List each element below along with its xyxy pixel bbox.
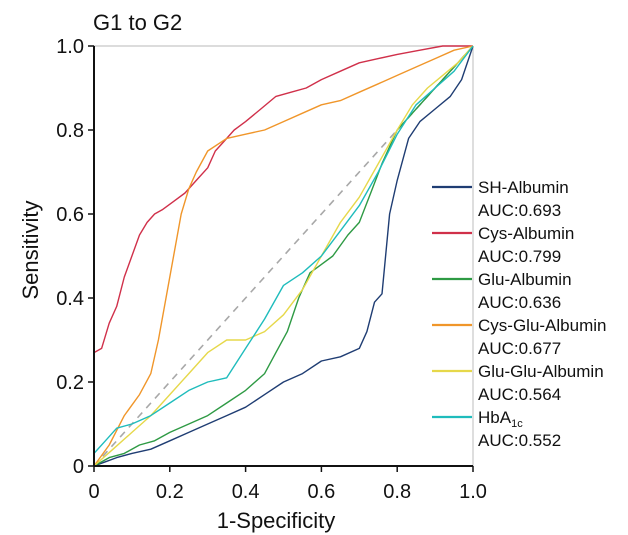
y-tick-label: 0.4 bbox=[56, 288, 84, 310]
series-line-glu-glu-albumin bbox=[93, 45, 474, 467]
series-line-sh-albumin bbox=[93, 45, 474, 467]
chart-title: G1 to G2 bbox=[93, 10, 182, 35]
series-line-cys-albumin bbox=[93, 45, 473, 354]
legend-auc-glu-glu-albumin: AUC:0.564 bbox=[478, 385, 561, 404]
x-tick-label: 0.8 bbox=[383, 481, 411, 503]
legend-label-hba1c: HbA1c bbox=[478, 408, 523, 430]
legend-auc-cys-albumin: AUC:0.799 bbox=[478, 247, 561, 266]
y-tick-label: 0.2 bbox=[56, 372, 84, 394]
x-axis-title: 1-Specificity bbox=[217, 508, 336, 533]
plot-frame bbox=[94, 45, 474, 466]
x-tick-label: 0.4 bbox=[232, 481, 260, 503]
legend-auc-cys-glu-albumin: AUC:0.677 bbox=[478, 339, 561, 358]
legend: SH-Albumin AUC:0.693 Cys-Albumin AUC:0.799 G… bbox=[432, 178, 606, 450]
legend-label-cys-albumin: Cys-Albumin bbox=[478, 224, 574, 243]
legend-label-cys-glu-albumin: Cys-Glu-Albumin bbox=[478, 316, 606, 335]
legend-auc-sh-albumin: AUC:0.693 bbox=[478, 201, 561, 220]
series-line-cys-glu-albumin bbox=[93, 45, 474, 467]
x-tick-label: 0.2 bbox=[156, 481, 184, 503]
y-tick-label: 0 bbox=[73, 456, 84, 478]
legend-auc-hba1c: AUC:0.552 bbox=[478, 431, 561, 450]
axis-layer: 0 0.2 0.4 0.6 0.8 1.0 0 0.2 0.4 0.6 0.8 1.0 bbox=[56, 36, 487, 503]
x-tick-label: 0 bbox=[88, 481, 99, 503]
series-layer bbox=[93, 45, 474, 467]
series-line-hba1c bbox=[93, 45, 474, 454]
x-tick-label: 1.0 bbox=[459, 481, 487, 503]
y-tick-label: 1.0 bbox=[56, 36, 84, 58]
y-tick-label: 0.8 bbox=[56, 120, 84, 142]
legend-label-glu-glu-albumin: Glu-Glu-Albumin bbox=[478, 362, 604, 381]
legend-label-sh-albumin: SH-Albumin bbox=[478, 178, 569, 197]
legend-auc-glu-albumin: AUC:0.636 bbox=[478, 293, 561, 312]
y-tick-label: 0.6 bbox=[56, 204, 84, 226]
x-tick-label: 0.6 bbox=[307, 481, 335, 503]
y-axis-title: Sensitivity bbox=[18, 200, 43, 299]
legend-label-glu-albumin: Glu-Albumin bbox=[478, 270, 572, 289]
